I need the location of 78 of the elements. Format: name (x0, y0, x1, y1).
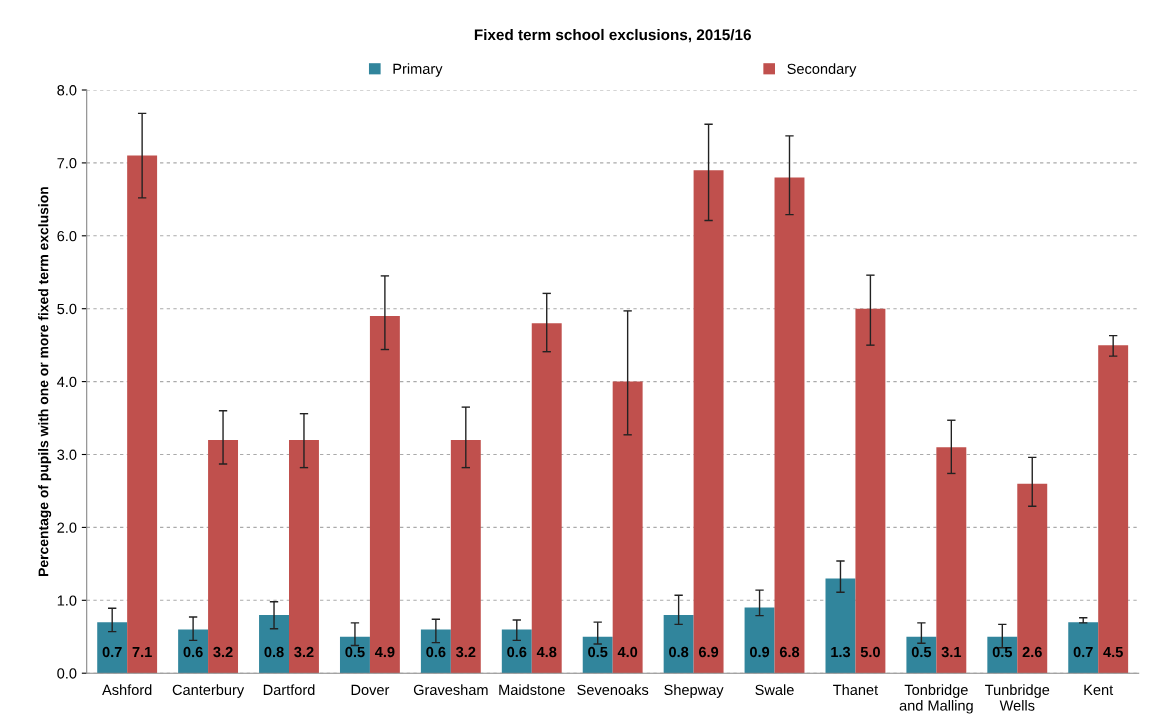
x-tick-label: Ashford (102, 684, 152, 696)
bar (420, 629, 451, 674)
data-label: 0.6 (507, 646, 527, 658)
bar (582, 636, 613, 674)
x-tick-label: Dover (351, 684, 390, 696)
bar (208, 439, 239, 674)
x-tick-label: Thanet (833, 684, 879, 696)
bar (906, 636, 937, 674)
bar (693, 170, 724, 674)
bar (127, 155, 158, 674)
data-label: 6.9 (698, 646, 719, 658)
data-label: 4.0 (617, 646, 638, 658)
x-tick-label: Shepway (664, 684, 724, 698)
x-tick-label: Kent (1084, 684, 1114, 696)
bar (1068, 622, 1099, 674)
data-label: 0.6 (426, 646, 446, 658)
x-tick-label: Tunbridge Wells (985, 684, 1050, 711)
y-tick-label: 4.0 (57, 376, 77, 388)
data-label: 0.7 (102, 646, 122, 658)
data-label: 0.5 (588, 646, 608, 658)
bar (825, 578, 856, 674)
data-label: 7.1 (132, 647, 152, 658)
x-tick-label: Sevenoaks (577, 684, 649, 696)
bar (936, 447, 967, 674)
y-tick-label: 3.0 (57, 449, 77, 460)
bar (1017, 483, 1048, 674)
bar (289, 439, 319, 674)
bar (744, 607, 775, 674)
bar (987, 636, 1018, 674)
data-label: 3.2 (213, 646, 233, 658)
data-label: 0.8 (669, 646, 689, 658)
data-label: 6.8 (779, 646, 800, 658)
data-label: 2.6 (1022, 646, 1042, 658)
data-label: 0.6 (183, 646, 203, 658)
y-tick-label: 0.0 (57, 668, 77, 679)
bar (774, 177, 805, 674)
data-label: 3.1 (941, 646, 962, 658)
data-label: 0.5 (345, 646, 365, 658)
bar (501, 629, 532, 674)
bar (339, 636, 370, 674)
y-tick-label: 2.0 (57, 522, 77, 533)
bar (531, 323, 562, 674)
x-tick-label: Tonbridge and Malling (899, 684, 973, 714)
bar (612, 381, 643, 674)
bar (178, 629, 209, 674)
data-label: 3.2 (456, 646, 476, 658)
bar (259, 614, 289, 674)
y-tick-label: 8.0 (57, 85, 77, 96)
data-label: 4.9 (374, 646, 395, 658)
x-tick-label: Dartford (263, 684, 315, 696)
bar (97, 622, 128, 674)
data-label: 0.7 (1073, 646, 1093, 658)
data-label: 0.8 (264, 646, 284, 658)
data-label: 0.5 (911, 646, 932, 658)
data-label: 0.9 (749, 646, 770, 658)
data-label: 3.2 (294, 646, 314, 658)
data-label: 4.5 (1103, 647, 1123, 658)
y-tick-label: 1.0 (57, 595, 77, 606)
y-tick-label: 5.0 (57, 303, 77, 315)
y-tick-label: 6.0 (57, 230, 77, 242)
bar (450, 439, 481, 674)
data-label: 5.0 (860, 646, 880, 658)
bar (855, 308, 886, 674)
x-tick-label: Maidstone (499, 684, 565, 696)
x-tick-label: Gravesham (413, 684, 488, 696)
bar (1098, 345, 1129, 674)
bar (663, 614, 694, 674)
y-tick-label: 7.0 (57, 158, 77, 169)
x-tick-label: Swale (755, 684, 794, 696)
data-label: 1.3 (831, 646, 851, 658)
bar (369, 315, 400, 674)
x-tick-label: Canterbury (172, 684, 245, 698)
data-label: 0.5 (992, 646, 1013, 658)
legend-label: Secondary (787, 63, 857, 77)
y-axis-title: Percentage of pupils with one or more fixed term exclusion (38, 187, 52, 576)
data-label: 4.8 (536, 646, 557, 658)
legend-label: Primary (393, 63, 443, 77)
chart-title: Fixed term school exclusions, 2015/16 (474, 28, 751, 43)
